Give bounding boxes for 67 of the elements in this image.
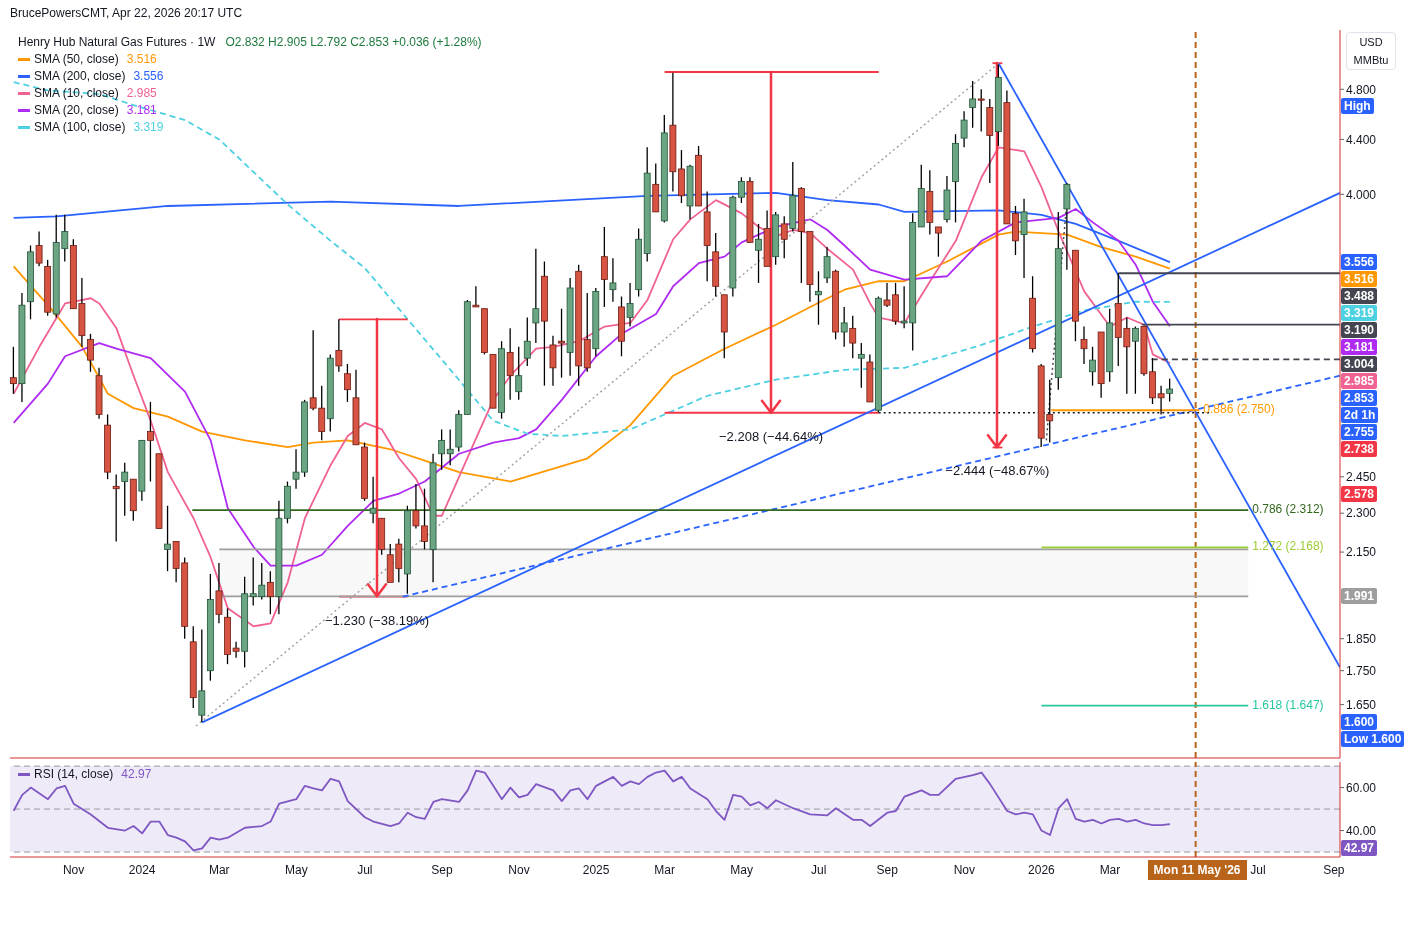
text: 3.556 [1344, 255, 1375, 270]
text: 42.97 [1344, 840, 1375, 855]
y-tick-label: 1.650 [1346, 697, 1377, 712]
annotation: 2.985 [126, 85, 157, 102]
y-tick-label: 4.400 [1346, 132, 1377, 147]
text: 3.516 [1344, 272, 1375, 287]
legend-label: SMA (200, close) [34, 68, 126, 85]
x-tick-label: 2024 [128, 862, 156, 877]
x-tick-label: May [730, 862, 754, 877]
text: 2d 1h [1341, 407, 1379, 424]
x-tick-label: Mar [1099, 862, 1121, 877]
x-tick-label: Mar [654, 862, 675, 877]
ref-line-label: Mon 11 May '26 [1147, 860, 1247, 880]
x-tick-label: Jul [1250, 862, 1266, 877]
legend-label: RSI (14, close) [34, 766, 114, 783]
annotation: 3.181 [126, 102, 157, 119]
text: Low 1.600 [1341, 731, 1405, 748]
x-tick-label: Jul [357, 862, 373, 877]
series-label: 1.618 (1.647) [1252, 697, 1324, 712]
y-tick-label: 40.00 [1346, 823, 1377, 838]
y-tick-label: 2.300 [1346, 506, 1377, 521]
y-tick-label: 4.000 [1346, 187, 1377, 202]
x-tick-label: Nov [953, 862, 976, 877]
data-label: 3.190 [1341, 322, 1378, 339]
x-tick-label: 2026 [1028, 862, 1056, 877]
x-tick-label: Sep [431, 862, 453, 877]
text: High [1341, 98, 1374, 115]
data-label: 3.488 [1341, 288, 1378, 305]
series-label: 0.886 (2.750) [1203, 402, 1275, 417]
data-label: 3.004 [1341, 356, 1378, 373]
x-tick-label: Sep [876, 862, 899, 877]
text: 1.600 [1341, 714, 1378, 731]
legend-label: SMA (10, close) [34, 85, 119, 102]
annotation: −2.444 (−48.67%) [944, 463, 1051, 479]
text: 2.853 [1341, 390, 1378, 407]
y-tick-label: 2.450 [1346, 470, 1377, 485]
annotation: 3.319 [133, 119, 164, 136]
text: 1.991 [1341, 588, 1378, 605]
x-tick-label: May [284, 862, 308, 877]
x-tick-label: Nov [62, 862, 85, 877]
legend-label: SMA (20, close) [34, 102, 119, 119]
annotation: 42.97 [121, 766, 152, 783]
text: 3.181 [1344, 340, 1375, 355]
y-tick-label: 1.750 [1346, 663, 1377, 678]
legend-label: SMA (50, close) [34, 51, 119, 68]
text: 3.319 [1344, 306, 1375, 321]
y-axis-title: USD MMBtu [1347, 33, 1395, 69]
annotation: 3.516 [126, 51, 157, 68]
text: Henry Hub Natural Gas Futures · 1W [18, 35, 216, 49]
x-tick-label: Jul [811, 862, 827, 877]
text: BrucePowersCMT, Apr 22, 2026 20:17 UTC [10, 6, 243, 20]
legend-label: SMA (100, close) [34, 119, 126, 136]
y-tick-label: 1.850 [1346, 631, 1377, 646]
annotation: 3.556 [133, 68, 164, 85]
text: 2.985 [1344, 374, 1375, 389]
y-tick-label: 4.800 [1346, 82, 1377, 97]
text: O2.832 H2.905 L2.792 C2.853 +0.036 (+1.28%) [225, 35, 482, 49]
text: 2.755 [1341, 424, 1378, 441]
text: 2.738 [1341, 441, 1378, 458]
x-tick-label: 2025 [582, 862, 610, 877]
x-tick-label: Mar [208, 862, 230, 877]
x-tick-label: Nov [508, 862, 530, 877]
text: 2.578 [1341, 485, 1378, 502]
x-tick-label: Sep [1323, 862, 1345, 877]
series-label: 0.786 (2.312) [1252, 502, 1324, 517]
y-tick-label: 60.00 [1346, 780, 1377, 795]
y-tick-label: 2.150 [1346, 545, 1377, 560]
